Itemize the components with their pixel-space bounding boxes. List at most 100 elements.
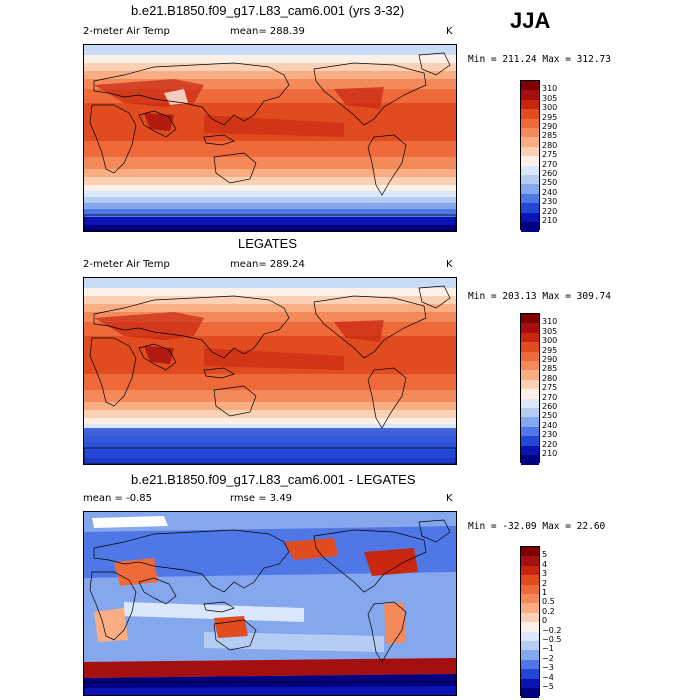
colorbar-swatch	[521, 594, 539, 604]
colorbar-tick-label: 295	[542, 345, 558, 355]
map-svg	[84, 45, 456, 231]
colorbar-tick-label: −4	[542, 672, 554, 682]
colorbar-tick-label: −1	[542, 644, 554, 654]
temperature-band	[84, 63, 456, 71]
colorbar-swatch	[521, 370, 539, 381]
difference-region	[284, 538, 338, 560]
colorbar-tick-label: −0.2	[542, 625, 562, 635]
difference-region	[384, 602, 406, 644]
colorbar-swatch	[521, 612, 539, 623]
colorbar-tick-label: 3	[542, 569, 548, 579]
colorbar-tick-label: 305	[542, 93, 558, 103]
coastline	[418, 519, 451, 543]
colorbar-tick-label: 250	[542, 411, 558, 421]
colorbar-tick-label: 0	[542, 616, 548, 626]
colorbar-tick-label: 290	[542, 355, 558, 364]
colorbar-tick-label: 305	[542, 326, 558, 336]
panel-title: b.e21.B1850.f09_g17.L83_cam6.001 (yrs 3-…	[131, 3, 405, 18]
coastline	[213, 385, 257, 417]
temperature-band	[84, 390, 456, 402]
rmse-label: rmse = 3.49	[230, 493, 293, 504]
coastline	[89, 571, 137, 641]
temperature-band	[84, 374, 456, 390]
colorbar-swatch	[521, 669, 539, 680]
colorbar-swatch	[521, 678, 539, 689]
colorbar-tick-label: 290	[542, 122, 558, 131]
colorbar-tick-label: 260	[542, 169, 558, 178]
coastline	[203, 601, 235, 613]
colorbar-swatch	[521, 455, 539, 465]
colorbar-tick-label: 295	[542, 112, 558, 122]
antarctic-ice-band	[84, 428, 456, 464]
map-plot	[83, 44, 457, 232]
units-label: K	[446, 26, 453, 37]
colorbar-tick-label: 275	[542, 383, 558, 393]
colorbar-swatch	[521, 128, 539, 138]
difference-region	[214, 616, 248, 638]
colorbar-swatches	[520, 546, 540, 698]
difference-region	[364, 548, 418, 576]
colorbar-tick-label: −3	[542, 663, 554, 673]
coastline	[418, 52, 451, 76]
colorbar-swatch	[521, 631, 539, 642]
min-max-label: Min = -32.09 Max = 22.60	[468, 521, 606, 532]
colorbar-tick-label: 210	[542, 449, 558, 458]
colorbar-swatch	[521, 165, 539, 176]
colorbar-swatch	[521, 118, 539, 129]
colorbar-swatch	[521, 332, 539, 343]
colorbar-tick-label: 240	[542, 187, 558, 197]
colorbar-tick-label: 0.5	[542, 597, 555, 607]
colorbar-swatch	[521, 622, 539, 633]
ocean-warm-band	[204, 348, 344, 370]
colorbar-swatch	[521, 398, 539, 409]
colorbar-swatch	[521, 193, 539, 204]
coastline	[84, 681, 456, 695]
colorbar-swatch	[521, 565, 539, 576]
units-label: K	[446, 259, 453, 270]
land-warm-region	[334, 87, 384, 109]
difference-region	[204, 632, 384, 652]
colorbar-swatch	[521, 342, 539, 353]
temperature-band	[84, 304, 456, 312]
colorbar-tick-label: 300	[542, 336, 558, 346]
colorbar-tick-label: 280	[542, 373, 558, 383]
colorbar-swatch	[521, 556, 539, 567]
difference-region	[124, 602, 304, 622]
colorbar-tick-label: 5	[542, 550, 548, 560]
map-svg	[84, 278, 456, 464]
colorbar-swatch	[521, 361, 539, 371]
mean-label: mean= 288.39	[230, 26, 305, 37]
colorbar-tick-label: 310	[542, 84, 558, 94]
temperature-band	[84, 410, 456, 418]
coastline	[313, 529, 427, 593]
colorbar-tick-label: 285	[542, 364, 558, 374]
coastline	[93, 529, 290, 593]
difference-region	[92, 516, 168, 528]
colorbar-swatch	[521, 323, 539, 334]
colorbar-swatch	[521, 436, 539, 447]
land-warm-region	[334, 320, 384, 342]
coastline	[89, 104, 137, 174]
min-max-label: Min = 203.13 Max = 309.74	[468, 291, 611, 302]
colorbar-swatch	[521, 175, 539, 185]
coastline	[93, 62, 290, 126]
temperature-band	[84, 312, 456, 322]
difference-region	[84, 658, 456, 678]
colorbar-swatch	[521, 547, 539, 557]
coastline	[93, 295, 290, 359]
temperature-band	[84, 197, 456, 203]
min-max-label: Min = 211.24 Max = 312.73	[468, 54, 611, 65]
temperature-band	[84, 424, 456, 430]
temperature-band	[84, 71, 456, 79]
colorbar-swatch	[521, 222, 539, 232]
variable-label: 2-meter Air Temp	[83, 26, 170, 37]
colorbar-swatch	[521, 688, 539, 698]
colorbar-tick-label: 210	[542, 216, 558, 225]
colorbar-swatch	[521, 90, 539, 101]
temperature-band	[84, 45, 456, 55]
colorbar-tick-label: −5	[542, 682, 554, 691]
colorbar-swatch	[521, 650, 539, 661]
colorbar-tick-label: 220	[542, 439, 558, 449]
colorbar-swatch	[521, 575, 539, 586]
difference-region	[94, 608, 128, 642]
